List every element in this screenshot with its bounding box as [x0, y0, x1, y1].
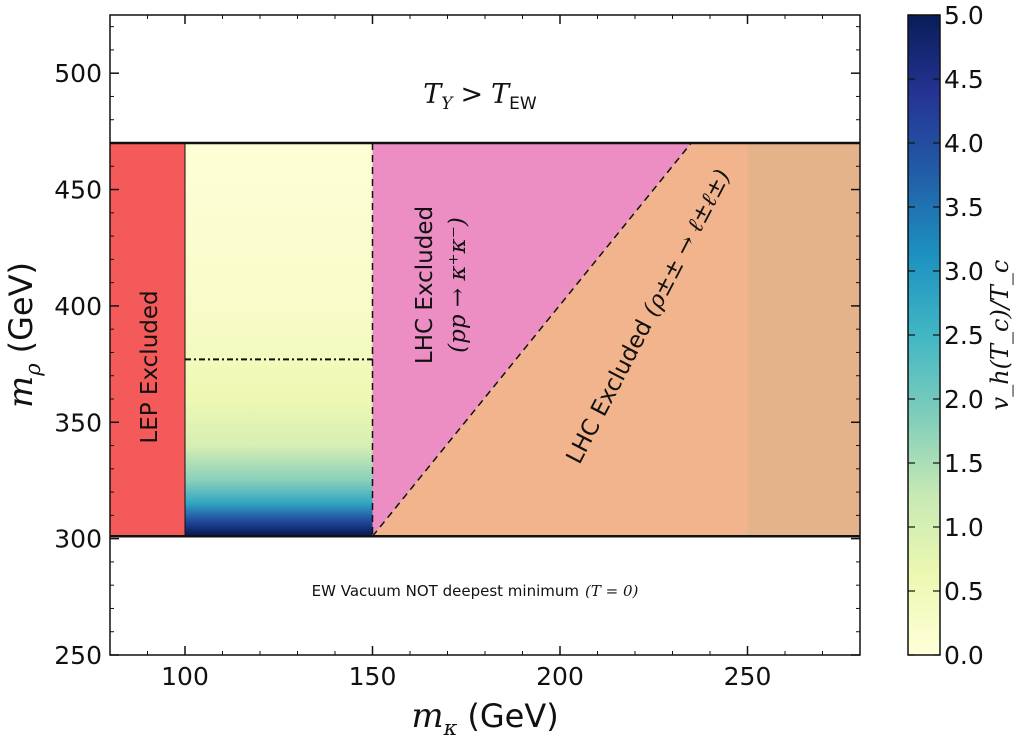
colorbar-label: v_h(T_c)/T_c — [986, 260, 1014, 411]
lhc-rho-excluded-region — [372, 143, 860, 537]
lhc-kk-label-line2: (pp → κ⁺κ⁻) — [445, 217, 471, 353]
colorbar-tick-label: 2.5 — [944, 321, 984, 350]
lep-excluded-label: LEP Excluded — [137, 290, 163, 443]
y-tick-label: 450 — [54, 176, 102, 205]
colorbar-tick-label: 3.5 — [944, 193, 984, 222]
colorbar-tick-label: 2.0 — [944, 385, 984, 414]
lhc-kk-label-line1: LHC Excluded — [412, 206, 438, 364]
colorbar-tick-label: 5.0 — [944, 1, 984, 30]
y-tick-label: 400 — [54, 292, 102, 321]
vacuum-label: EW Vacuum NOT deepest minimum (T = 0) — [312, 582, 639, 600]
y-axis-label: mρ(GeV) — [1, 262, 45, 408]
y-tick-label: 500 — [54, 59, 102, 88]
y-tick-label: 250 — [54, 641, 102, 670]
plot-area — [110, 141, 860, 538]
x-axis-label: mκ (GeV) — [411, 696, 558, 737]
ty-gt-tew-label: TY > TEW — [423, 79, 537, 114]
x-tick-label: 200 — [536, 662, 584, 691]
colorbar-tick-label: 0.5 — [944, 577, 984, 606]
colorbar-tick-label: 1.0 — [944, 513, 984, 542]
axis-ticks — [109, 15, 861, 656]
x-tick-label: 150 — [349, 662, 397, 691]
colorbar-tick-label: 4.5 — [944, 65, 984, 94]
y-tick-label: 300 — [54, 525, 102, 554]
axis-tick-labels: 100 150 200 250 250 300 350 400 450 500 — [54, 59, 771, 691]
colorbar-tick-label: 3.0 — [944, 257, 984, 286]
viable-heatmap-region — [185, 143, 373, 537]
y-tick-label: 350 — [54, 408, 102, 437]
diagonal-boundary-line — [371, 142, 692, 537]
colorbar-tick-label: 0.0 — [944, 641, 984, 670]
right-shaded-band — [747, 143, 860, 537]
colorbar-tick-label: 1.5 — [944, 449, 984, 478]
x-tick-label: 100 — [161, 662, 209, 691]
lep-excluded-region — [110, 143, 185, 537]
x-tick-label: 250 — [724, 662, 772, 691]
colorbar-tick-label: 4.0 — [944, 129, 984, 158]
colorbar-ticks: 0.0 0.5 1.0 1.5 2.0 2.5 3.0 3.5 4.0 4.5 5.0 — [908, 1, 984, 670]
